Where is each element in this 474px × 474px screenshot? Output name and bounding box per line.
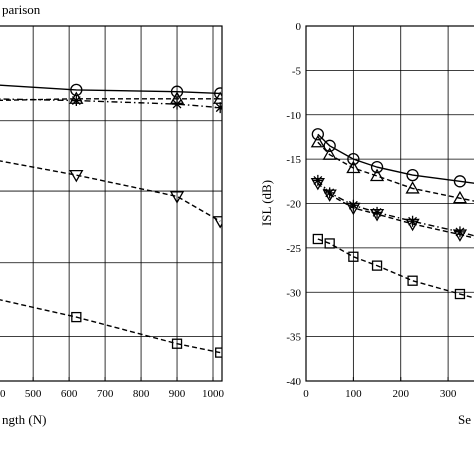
right-y-tick-label: 0 bbox=[296, 21, 302, 33]
right-square-marker bbox=[454, 288, 466, 300]
left-triangle-down-marker bbox=[69, 169, 84, 183]
right-series-square bbox=[312, 233, 474, 300]
right-x-tick-label: 200 bbox=[392, 388, 409, 400]
left-series-line bbox=[0, 98, 221, 109]
right-triangle-up-marker bbox=[369, 168, 385, 182]
right-square-marker bbox=[348, 251, 359, 262]
right-series-asterisk bbox=[312, 174, 474, 238]
right-asterisk-marker bbox=[407, 215, 419, 227]
right-triangle-up-marker bbox=[346, 160, 361, 174]
right-circle-marker bbox=[453, 175, 467, 188]
left-series-triangle-up bbox=[0, 91, 222, 104]
left-chart-title: parison bbox=[2, 2, 41, 17]
left-square-marker bbox=[71, 311, 82, 323]
right-square-marker bbox=[324, 238, 335, 249]
left-x-axis-label: ngth (N) bbox=[2, 412, 46, 427]
left-triangle-up-marker bbox=[213, 91, 222, 104]
right-asterisk-marker bbox=[347, 199, 359, 211]
right-triangle-down-marker bbox=[369, 208, 385, 222]
right-asterisk-marker bbox=[454, 226, 466, 238]
right-y-tick-label: -25 bbox=[286, 243, 301, 255]
left-series-line bbox=[0, 160, 221, 222]
left-chart: 400 500 600 700 800 900 1000 parison ngth (N) bbox=[0, 2, 225, 427]
right-y-tick-label: -15 bbox=[286, 154, 301, 166]
left-x-tick-label: 400 bbox=[0, 388, 6, 400]
left-x-tick-label: 800 bbox=[133, 388, 150, 400]
right-series-triangle-up bbox=[310, 134, 474, 204]
right-triangle-up-marker bbox=[452, 190, 468, 204]
left-series-group bbox=[0, 83, 222, 358]
left-x-tick-label: 500 bbox=[25, 388, 42, 400]
left-x-tick-labels: 400 500 600 700 800 900 1000 bbox=[0, 388, 225, 400]
left-square-marker bbox=[215, 347, 222, 358]
left-square-marker bbox=[171, 338, 183, 349]
right-series-line bbox=[317, 141, 474, 202]
left-series-square bbox=[0, 299, 222, 358]
right-circle-marker bbox=[311, 128, 324, 141]
right-square-marker bbox=[371, 260, 383, 271]
right-y-tick-label: -20 bbox=[286, 199, 301, 211]
left-triangle-down-marker bbox=[213, 216, 222, 229]
right-plot-frame bbox=[305, 25, 474, 382]
right-series-group bbox=[310, 128, 474, 300]
right-x-axis-label: Se bbox=[458, 412, 471, 427]
right-x-tick-label: 300 bbox=[440, 388, 457, 400]
right-y-tick-label: -5 bbox=[292, 65, 302, 77]
right-asterisk-marker bbox=[371, 206, 383, 218]
right-y-tick-label: -10 bbox=[286, 110, 301, 122]
left-asterisk-marker bbox=[214, 102, 222, 114]
right-triangle-up-marker bbox=[322, 147, 337, 160]
left-series-circle bbox=[0, 83, 222, 100]
right-triangle-down-marker bbox=[405, 218, 420, 232]
left-x-tick-label: 600 bbox=[61, 388, 78, 400]
right-series-line bbox=[317, 179, 474, 237]
right-y-tick-label: -35 bbox=[286, 332, 301, 344]
left-x-tick-label: 900 bbox=[169, 388, 186, 400]
right-y-axis-label: ISL (dB) bbox=[259, 180, 274, 226]
right-series-line bbox=[317, 238, 474, 299]
right-asterisk-marker bbox=[324, 187, 336, 199]
left-series-asterisk bbox=[0, 95, 222, 114]
right-square-marker bbox=[407, 275, 418, 286]
left-circle-marker bbox=[214, 87, 222, 100]
right-series-circle bbox=[311, 128, 474, 188]
right-asterisk-marker bbox=[312, 174, 324, 186]
right-x-tick-labels: 0 100 200 300 bbox=[303, 388, 457, 400]
right-circle-marker bbox=[347, 152, 360, 166]
right-circle-marker bbox=[406, 168, 419, 182]
right-y-tick-labels: 0 -5 -10 -15 -20 -25 -30 -35 -40 bbox=[286, 21, 301, 388]
right-grid bbox=[305, 26, 474, 381]
right-y-tick-label: -30 bbox=[286, 287, 301, 299]
right-circle-marker bbox=[370, 160, 384, 174]
right-triangle-down-marker bbox=[346, 202, 361, 216]
left-series-line bbox=[0, 299, 221, 354]
right-y-tick-label: -40 bbox=[286, 376, 301, 388]
left-asterisk-marker bbox=[70, 95, 82, 107]
left-circle-marker bbox=[170, 85, 184, 98]
right-x-tick-label: 0 bbox=[303, 388, 309, 400]
right-series-line bbox=[317, 182, 474, 239]
right-x-tick-label: 100 bbox=[345, 388, 362, 400]
right-circle-marker bbox=[323, 139, 336, 152]
left-asterisk-marker bbox=[171, 98, 183, 110]
right-triangle-up-marker bbox=[405, 181, 420, 194]
right-triangle-down-marker bbox=[452, 229, 468, 242]
left-series-triangle-down bbox=[0, 160, 222, 229]
right-series-clip bbox=[310, 128, 474, 300]
right-square-marker bbox=[312, 233, 323, 245]
left-series-line bbox=[0, 84, 221, 95]
right-series-triangle-down bbox=[310, 177, 474, 242]
left-series-clip bbox=[0, 83, 222, 358]
right-chart: 0 100 200 300 0 -5 -10 -15 -20 -25 -30 -35 -40 ISL … bbox=[259, 21, 474, 427]
left-x-tick-label: 1000 bbox=[202, 388, 225, 400]
right-series-line bbox=[317, 133, 474, 184]
left-triangle-down-marker bbox=[169, 191, 185, 204]
right-triangle-down-marker bbox=[322, 189, 337, 202]
left-plot-frame bbox=[0, 25, 223, 382]
right-triangle-up-marker bbox=[310, 134, 325, 148]
right-triangle-down-marker bbox=[310, 177, 325, 191]
left-x-tick-label: 700 bbox=[97, 388, 114, 400]
